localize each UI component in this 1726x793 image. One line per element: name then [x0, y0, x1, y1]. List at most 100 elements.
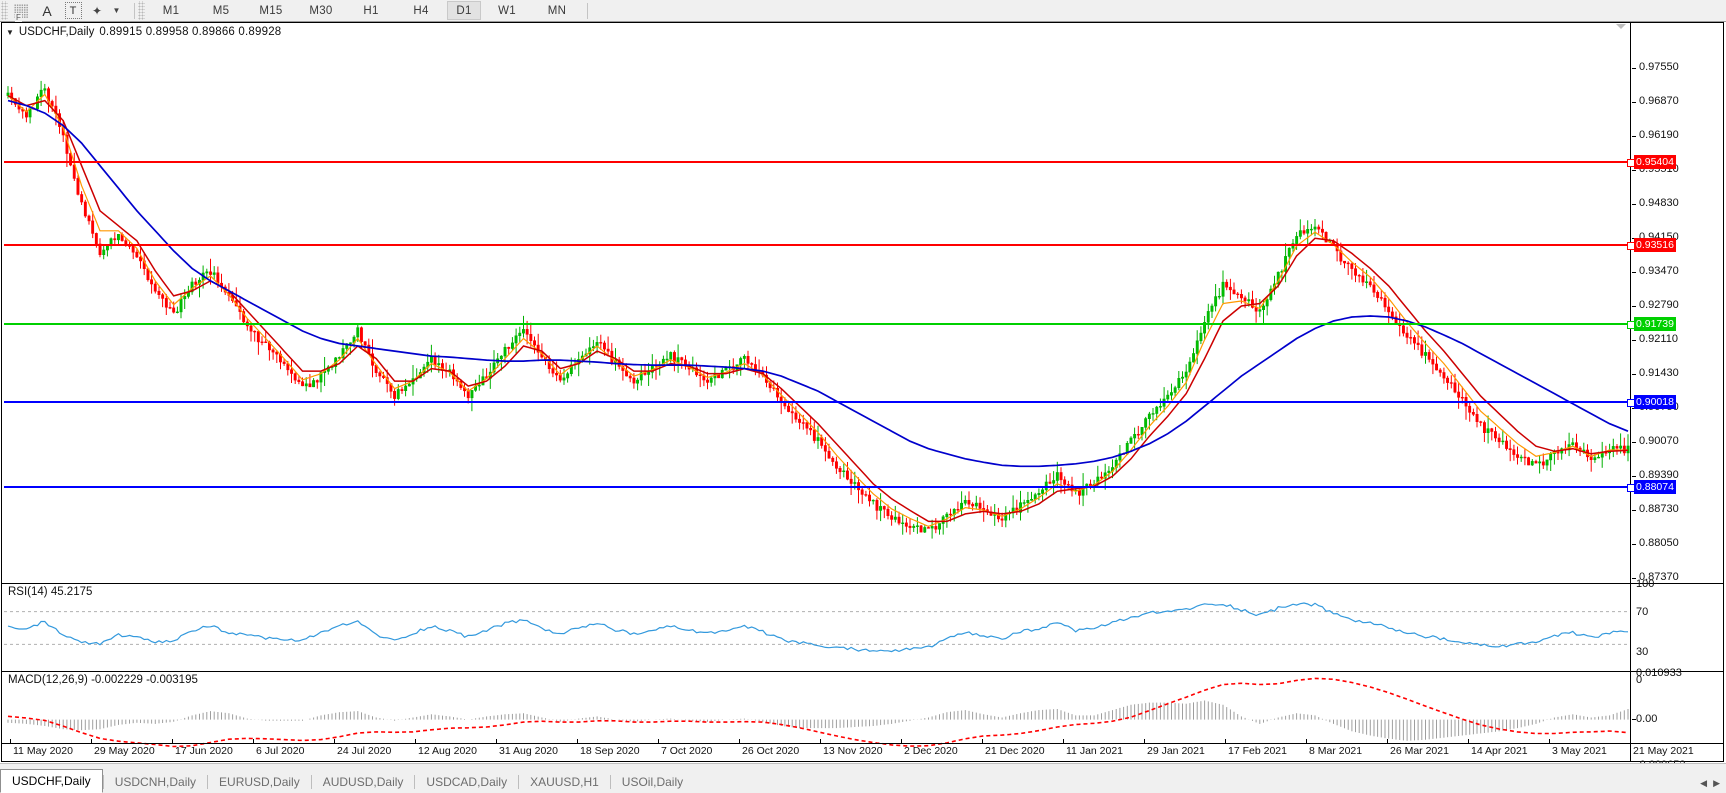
- level-line-support-blue-2[interactable]: [4, 484, 1635, 492]
- text-label-icon[interactable]: A: [42, 2, 52, 19]
- symbol-tab-usdcnh-daily[interactable]: USDCNH,Daily: [114, 775, 197, 789]
- date-axis-tick: [172, 739, 173, 743]
- toolbar-grip[interactable]: [1, 1, 8, 20]
- date-axis-label: 26 Mar 2021: [1390, 745, 1449, 757]
- date-axis-tick: [1144, 739, 1145, 743]
- crosshair-f-icon[interactable]: [8, 1, 34, 22]
- level-price-tag-resistance-2: 0.93516: [1634, 238, 1676, 252]
- date-axis-tick: [901, 739, 902, 743]
- price-axis-tick: [1632, 510, 1636, 511]
- price-axis-tick: [1632, 476, 1636, 477]
- date-axis-label: 29 Jan 2021: [1147, 745, 1205, 757]
- price-axis-label: 0.91430: [1639, 367, 1679, 379]
- symbol-tab-usdchf-daily[interactable]: USDCHF,Daily: [0, 769, 103, 793]
- date-axis-tick: [1387, 739, 1388, 743]
- price-axis-tick: [1632, 442, 1636, 443]
- date-axis-label: 7 Oct 2020: [661, 745, 713, 757]
- chart-scroll-indicator-icon[interactable]: [1616, 24, 1626, 29]
- date-axis-tick: [1468, 739, 1469, 743]
- symbol-tab-divider: [414, 775, 416, 789]
- price-axis-label: 0.87370: [1639, 571, 1679, 583]
- price-axis-label: 0.92790: [1639, 299, 1679, 311]
- macd-header-label: MACD(12,26,9) -0.002229 -0.003195: [8, 674, 198, 686]
- text-box-icon[interactable]: T: [60, 1, 86, 20]
- timeframe-w1[interactable]: W1: [498, 4, 516, 17]
- tab-scroll-left-icon[interactable]: ◀: [1700, 778, 1708, 788]
- timeframe-m1[interactable]: M1: [162, 4, 180, 17]
- date-axis-label: 2 Dec 2020: [904, 745, 958, 757]
- timeframe-m15[interactable]: M15: [259, 4, 283, 17]
- chart-area[interactable]: ▼ USDCHF,Daily 0.89915 0.89958 0.89866 0…: [1, 22, 1724, 771]
- price-axis-tick: [1632, 102, 1636, 103]
- symbol-tab-eurusd-daily[interactable]: EURUSD,Daily: [219, 775, 300, 789]
- symbol-tab-usoil-daily[interactable]: USOil,Daily: [621, 775, 684, 789]
- timeframe-mn[interactable]: MN: [547, 4, 567, 17]
- date-axis-label: 3 May 2021: [1552, 745, 1607, 757]
- chart-symbol-label: USDCHF,Daily: [18, 26, 95, 38]
- symbol-tab-usdcad-daily[interactable]: USDCAD,Daily: [426, 775, 508, 789]
- price-axis-label: 0.93470: [1639, 265, 1679, 277]
- macd-axis-label: 0.00: [1636, 713, 1658, 725]
- price-axis-label: 0.97550: [1639, 61, 1679, 73]
- timeframe-m30[interactable]: M30: [309, 4, 333, 17]
- level-price-tag-support-blue-2: 0.88074: [1634, 480, 1676, 494]
- date-axis-tick: [415, 739, 416, 743]
- date-axis-label: 11 May 2020: [13, 745, 73, 757]
- symbol-tab-divider: [609, 775, 611, 789]
- chart-ohlc-values: 0.89915 0.89958 0.89866 0.89928: [99, 26, 282, 38]
- timeframe-h1[interactable]: H1: [363, 4, 379, 17]
- date-axis-tick: [1063, 739, 1064, 743]
- date-axis-tick: [334, 739, 335, 743]
- timeframe-h4[interactable]: H4: [413, 4, 429, 17]
- rsi-axis-label: 100: [1636, 578, 1655, 590]
- price-axis-tick: [1632, 68, 1636, 69]
- date-axis-label: 14 Apr 2021: [1471, 745, 1528, 757]
- level-line-resistance-2[interactable]: [4, 242, 1635, 250]
- price-axis-tick: [1632, 374, 1636, 375]
- timeframe-m5[interactable]: M5: [212, 4, 230, 17]
- price-axis-tick: [1632, 578, 1636, 579]
- timeframe-grip[interactable]: [138, 1, 145, 20]
- price-axis-label: 0.88050: [1639, 537, 1679, 549]
- price-axis-tick: [1632, 170, 1636, 171]
- objects-dropdown-caret-icon[interactable]: ▼: [112, 6, 121, 15]
- price-axis-label: 0.90070: [1639, 435, 1679, 447]
- tab-scroll-controls[interactable]: ◀ ▶: [1700, 778, 1726, 793]
- symbol-tab-audusd-daily[interactable]: AUDUSD,Daily: [322, 775, 404, 789]
- date-axis-label: 12 Aug 2020: [418, 745, 477, 757]
- symbol-tab-xauusd-h1[interactable]: XAUUSD,H1: [530, 775, 599, 789]
- rsi-axis-label: 0: [1636, 674, 1643, 686]
- date-axis-tick: [253, 739, 254, 743]
- timeframe-d1[interactable]: D1: [447, 1, 481, 20]
- rsi-pane[interactable]: [2, 585, 1632, 671]
- level-line-support-blue-1[interactable]: [4, 399, 1635, 407]
- level-price-tag-pivot-green: 0.91739: [1634, 317, 1676, 331]
- toolbar-divider-2: [587, 2, 588, 19]
- level-line-resistance-1[interactable]: [4, 159, 1635, 167]
- chart-collapse-arrow-icon[interactable]: ▼: [6, 27, 14, 37]
- date-axis-tick: [658, 739, 659, 743]
- macd-axis-label: 0.010933: [1636, 667, 1682, 679]
- chart-quote-header: ▼ USDCHF,Daily 0.89915 0.89958 0.89866 0…: [6, 26, 281, 38]
- date-axis-tick: [1306, 739, 1307, 743]
- price-axis-label: 0.89390: [1639, 469, 1679, 481]
- price-pane[interactable]: [2, 23, 1632, 583]
- tab-scroll-right-icon[interactable]: ▶: [1713, 778, 1720, 788]
- date-axis-separator: [2, 743, 1723, 744]
- date-axis-tick: [1630, 739, 1631, 743]
- date-axis-label: 18 Sep 2020: [580, 745, 640, 757]
- price-axis-label: 0.96190: [1639, 129, 1679, 141]
- price-axis-label: 0.94830: [1639, 197, 1679, 209]
- macd-pane[interactable]: [2, 673, 1632, 761]
- level-line-pivot-green[interactable]: [4, 321, 1635, 329]
- price-axis-label: 0.96870: [1639, 95, 1679, 107]
- date-axis-label: 17 Feb 2021: [1228, 745, 1287, 757]
- price-axis-tick: [1632, 272, 1636, 273]
- price-axis-tick: [1632, 340, 1636, 341]
- rsi-axis-label: 30: [1636, 646, 1649, 658]
- date-axis-label: 8 Mar 2021: [1309, 745, 1363, 757]
- macd-axis-tick: [1632, 719, 1636, 720]
- date-axis-label: 21 Dec 2020: [985, 745, 1045, 757]
- symbol-tab-divider: [207, 775, 209, 789]
- objects-icon[interactable]: ✦: [91, 3, 103, 18]
